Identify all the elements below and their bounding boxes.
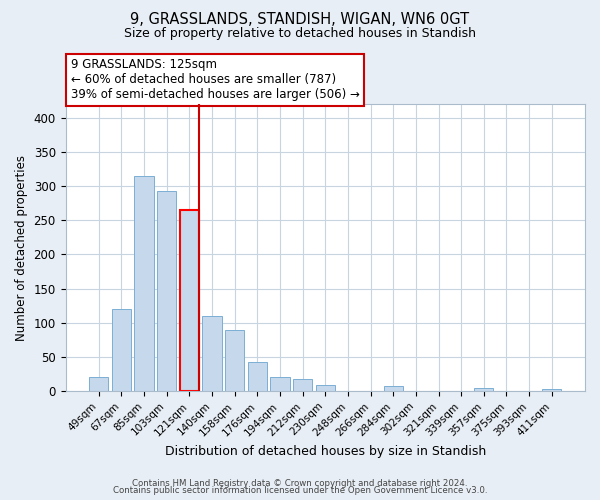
Text: 9, GRASSLANDS, STANDISH, WIGAN, WN6 0GT: 9, GRASSLANDS, STANDISH, WIGAN, WN6 0GT xyxy=(130,12,470,28)
Bar xyxy=(89,378,109,391)
Bar xyxy=(112,309,131,391)
X-axis label: Distribution of detached houses by size in Standish: Distribution of detached houses by size … xyxy=(164,444,486,458)
Bar xyxy=(542,389,562,391)
Bar xyxy=(225,330,244,391)
Text: 9 GRASSLANDS: 125sqm
← 60% of detached houses are smaller (787)
39% of semi-deta: 9 GRASSLANDS: 125sqm ← 60% of detached h… xyxy=(71,58,359,102)
Y-axis label: Number of detached properties: Number of detached properties xyxy=(15,154,28,340)
Bar xyxy=(383,386,403,391)
Bar xyxy=(180,210,199,391)
Bar xyxy=(474,388,493,391)
Bar xyxy=(134,176,154,391)
Text: Size of property relative to detached houses in Standish: Size of property relative to detached ho… xyxy=(124,28,476,40)
Bar xyxy=(202,316,221,391)
Bar xyxy=(157,191,176,391)
Text: Contains HM Land Registry data © Crown copyright and database right 2024.: Contains HM Land Registry data © Crown c… xyxy=(132,478,468,488)
Text: Contains public sector information licensed under the Open Government Licence v3: Contains public sector information licen… xyxy=(113,486,487,495)
Bar xyxy=(316,385,335,391)
Bar xyxy=(271,376,290,391)
Bar xyxy=(248,362,267,391)
Bar xyxy=(293,380,312,391)
